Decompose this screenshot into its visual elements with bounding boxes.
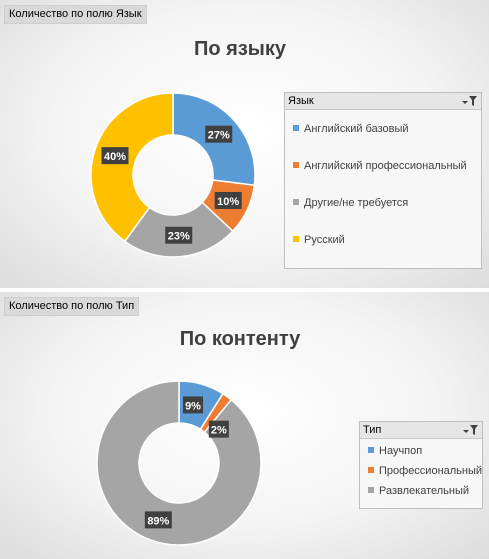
data-label: 9%: [183, 396, 204, 414]
data-label: 23%: [165, 226, 193, 244]
legend: Язык Английский базовый Английский профе…: [284, 92, 482, 269]
legend-title: Тип: [363, 424, 382, 436]
legend-swatch: [368, 467, 374, 473]
legend-item[interactable]: Развлекательный: [368, 485, 469, 497]
data-label-text: 40%: [104, 151, 126, 163]
donut-chart: 9% 2% 89%: [96, 380, 262, 546]
legend-label: Развлекательный: [379, 485, 470, 497]
legend-label: Английский профессиональный: [304, 160, 467, 172]
filter-dropdown-icon[interactable]: [460, 95, 478, 107]
legend-swatch: [293, 236, 299, 242]
legend-header[interactable]: Язык: [285, 93, 481, 110]
data-label: 27%: [205, 125, 233, 143]
data-label-box: [208, 420, 229, 438]
legend-swatch: [293, 199, 299, 205]
legend-label: Научпоп: [379, 445, 423, 457]
data-label: 10%: [214, 191, 242, 209]
data-label-text: 89%: [147, 515, 169, 527]
donut-slice[interactable]: [90, 92, 174, 243]
legend-item[interactable]: Английский профессиональный: [293, 160, 467, 172]
legend-item[interactable]: Другие/не требуется: [293, 197, 408, 209]
chart-title: По контенту: [179, 328, 301, 350]
legend-item[interactable]: Профессиональный: [368, 465, 482, 477]
data-label-box: [205, 125, 233, 143]
legend-swatch: [293, 162, 299, 168]
legend-swatch: [293, 125, 299, 131]
donut-slice[interactable]: [96, 380, 262, 546]
field-button-language[interactable]: Количество по полю Язык: [4, 5, 147, 24]
data-label: 40%: [101, 147, 129, 165]
data-label: 89%: [144, 511, 172, 529]
data-label-text: 23%: [168, 231, 190, 243]
data-label-text: 10%: [217, 196, 239, 208]
data-label-text: 27%: [208, 130, 230, 142]
legend-item[interactable]: Научпоп: [368, 445, 422, 457]
data-label-box: [101, 147, 129, 165]
chart-title: По языку: [194, 38, 286, 60]
donut-chart: 27% 10% 23% 40%: [90, 92, 256, 258]
legend-swatch: [368, 447, 374, 453]
field-button-type[interactable]: Количество по полю Тип: [4, 297, 140, 316]
legend-label: Русский: [304, 234, 345, 246]
legend-label: Английский базовый: [304, 123, 409, 135]
legend-swatch: [368, 487, 374, 493]
legend-label: Другие/не требуется: [304, 197, 409, 209]
chart-panel-type: Количество по полю Тип По контенту 9% 2% 8…: [0, 292, 489, 559]
data-label: 2%: [208, 420, 229, 438]
chart-panel-language: Количество по полю Язык По языку 27% 10% 2…: [0, 0, 489, 288]
filter-dropdown-icon[interactable]: [461, 424, 479, 436]
legend-item[interactable]: Русский: [293, 234, 345, 246]
data-label-box: [165, 226, 193, 244]
legend-label: Профессиональный: [379, 465, 483, 477]
data-label-box: [144, 511, 172, 529]
data-label-box: [214, 191, 242, 209]
legend: Тип Научпоп Профессиональный Развлекател…: [359, 421, 483, 509]
legend-header[interactable]: Тип: [360, 422, 482, 439]
data-label-text: 9%: [185, 400, 201, 412]
data-label-text: 2%: [211, 425, 227, 437]
legend-title: Язык: [288, 95, 314, 107]
legend-item[interactable]: Английский базовый: [293, 123, 409, 135]
data-label-box: [183, 396, 204, 414]
